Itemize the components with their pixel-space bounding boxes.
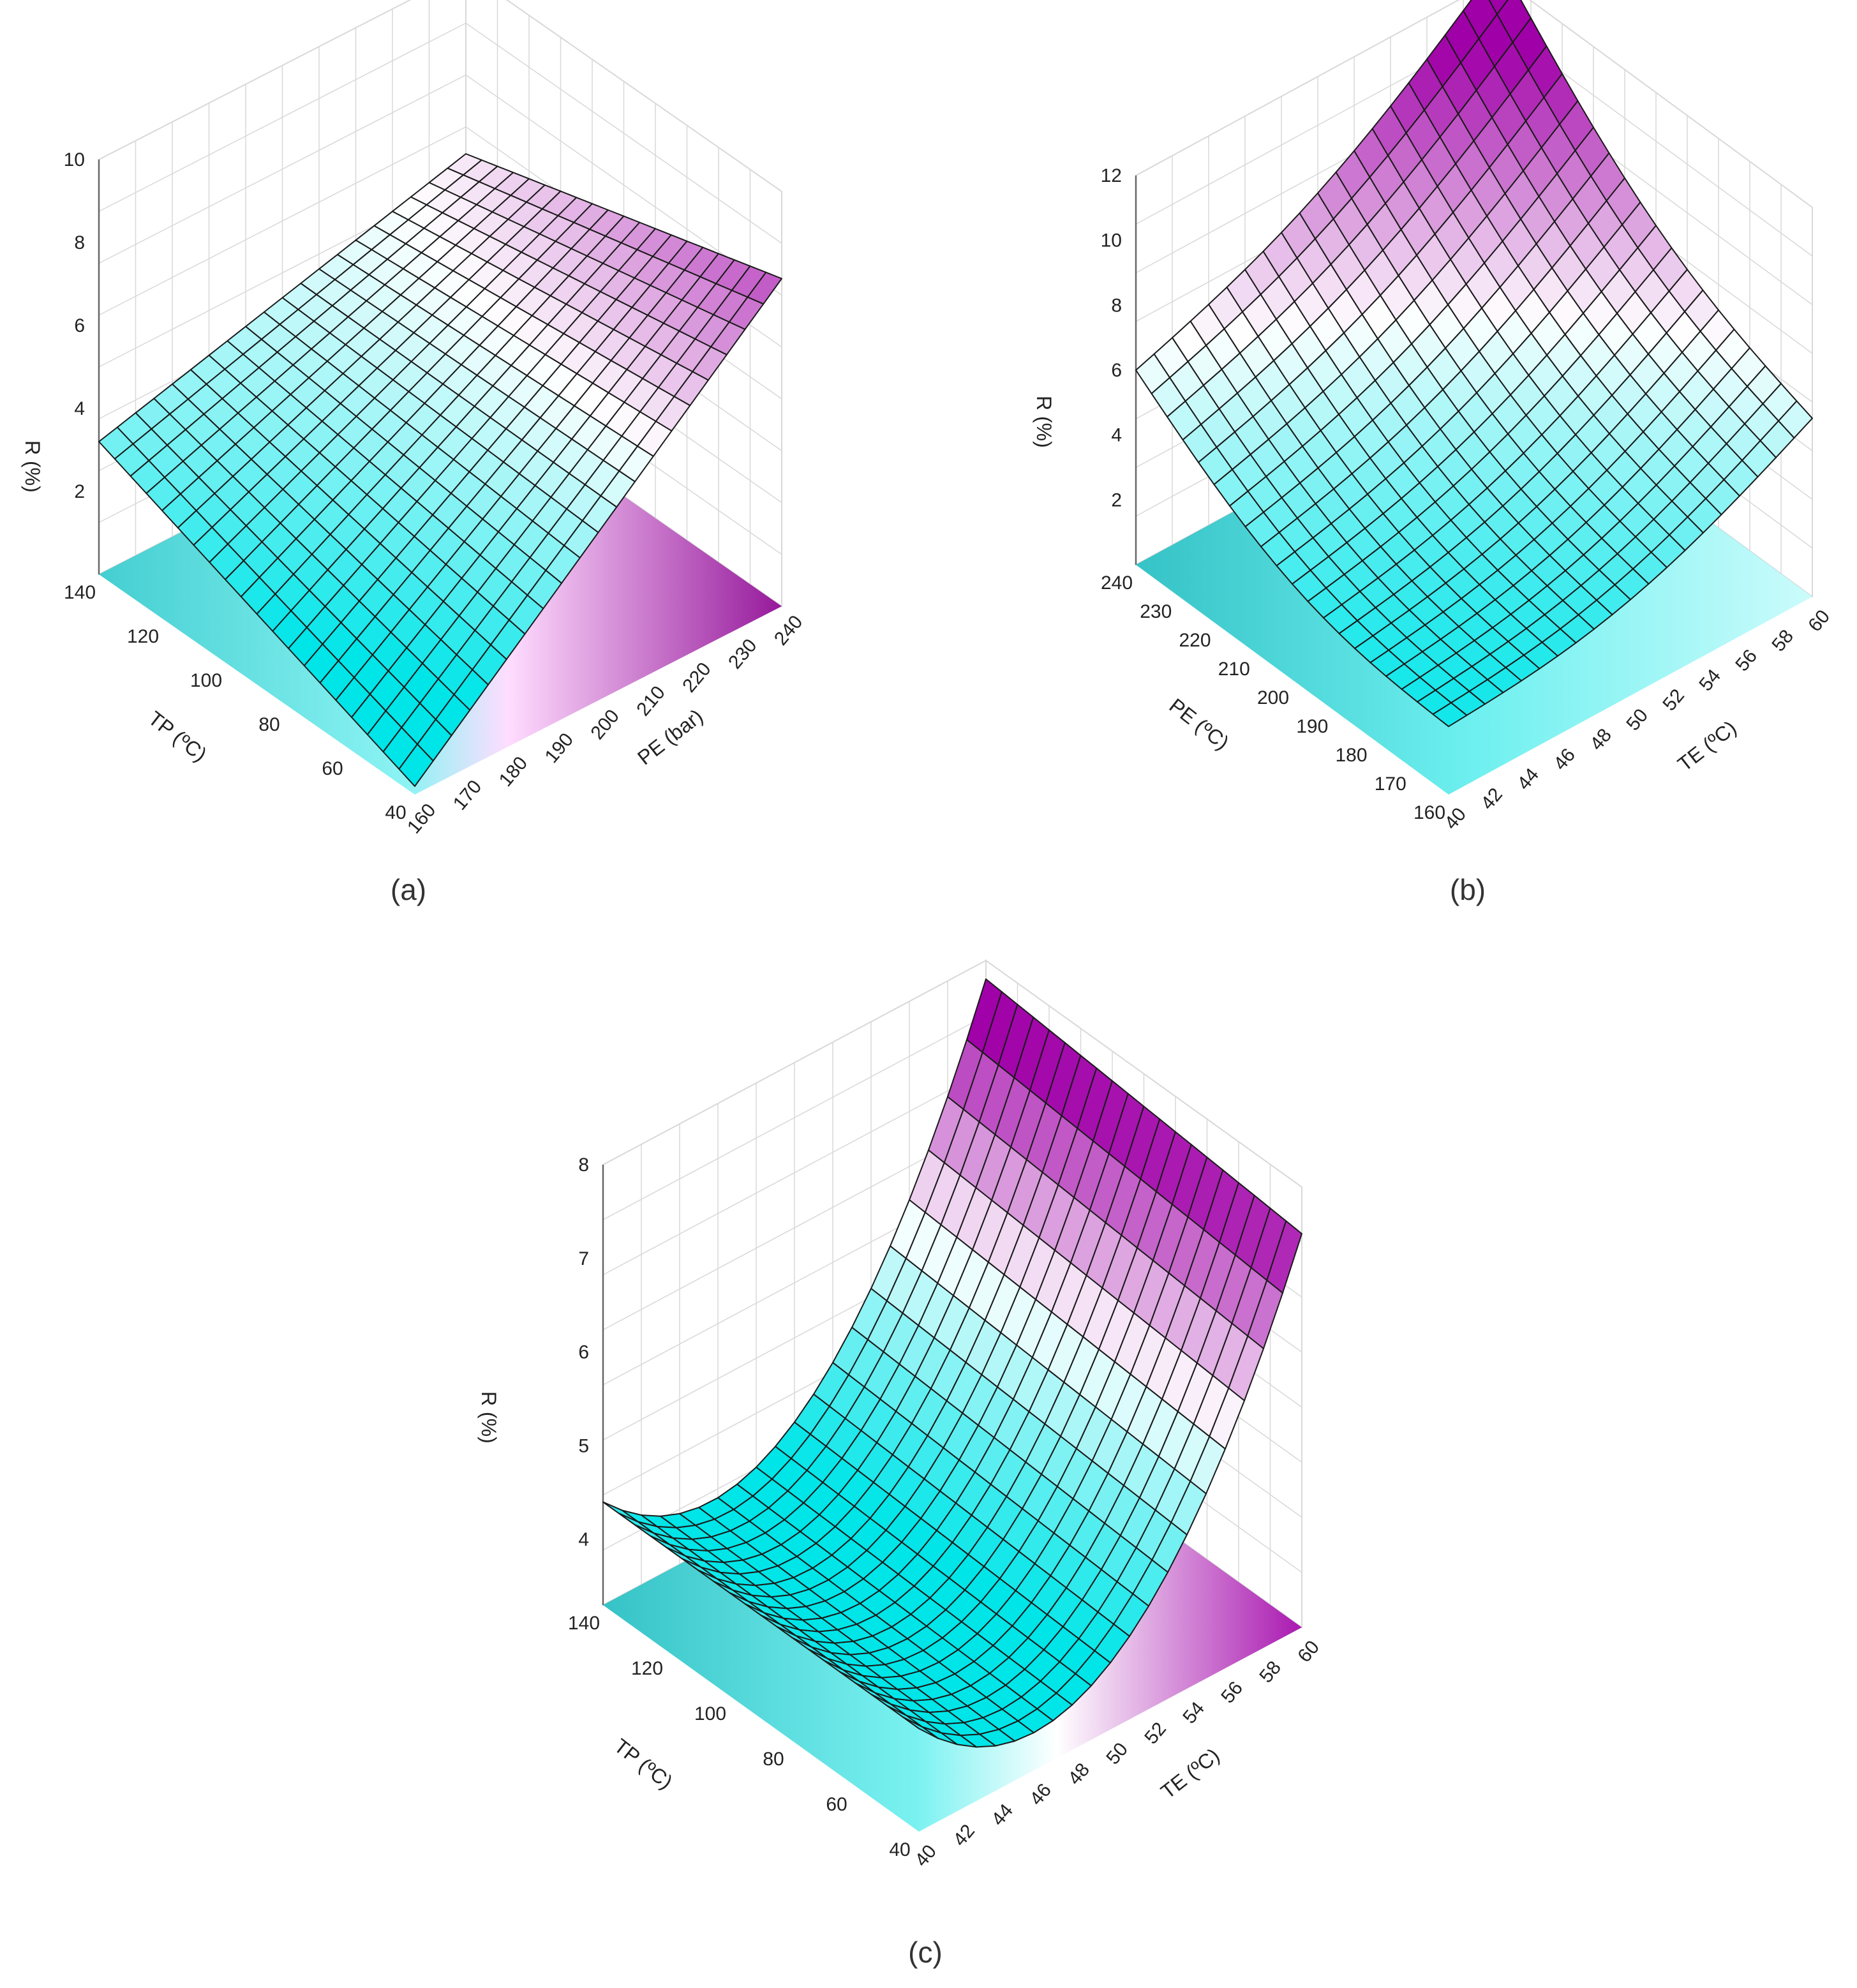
y-tick-label: 48 [1586,725,1616,755]
z-tick-label: 7 [578,1248,589,1269]
y-tick-label: 230 [724,635,761,673]
panel-b-caption: (b) [1450,873,1486,906]
x-tick-label: 210 [1218,659,1250,680]
x-tick-label: 180 [1335,745,1367,766]
z-tick-label: 12 [1101,165,1122,186]
y-tick-label: 60 [1294,1637,1324,1667]
y-tick-label: 46 [1549,745,1579,775]
y-tick-label: 44 [987,1800,1017,1830]
x-tick-label: 170 [1375,774,1406,795]
z-tick-label: 10 [1101,230,1122,251]
z-tick-label: 2 [1111,490,1122,511]
surface-cell [398,744,434,787]
y-tick-label: 52 [1140,1719,1170,1749]
z-tick-label: 4 [74,398,85,419]
chart-panel-b: 1601701801902002102202302404042444648505… [1033,0,1834,906]
y-tick-label: 54 [1695,666,1725,696]
panel-c-caption: (c) [908,1936,943,1969]
panel-b-x-axis-label: PE (ºC) [1165,694,1234,754]
y-tick-label: 46 [1025,1780,1055,1810]
z-tick-label: 6 [74,315,85,336]
panel-b-y-axis-label: TE (ºC) [1673,716,1741,776]
y-tick-label: 220 [678,659,715,697]
x-tick-label: 60 [322,758,343,779]
surface-cell [1488,0,1509,15]
x-tick-label: 40 [889,1839,910,1860]
y-tick-label: 54 [1179,1698,1209,1728]
surface-cell [1432,702,1468,728]
x-tick-label: 100 [694,1703,726,1724]
y-tick-label: 56 [1731,646,1761,676]
x-tick-label: 60 [826,1794,847,1815]
x-tick-label: 100 [190,670,222,691]
x-tick-label: 80 [258,714,280,735]
y-tick-label: 170 [449,776,486,814]
y-tick-label: 44 [1513,765,1543,795]
z-tick-label: 2 [74,481,85,502]
y-tick-label: 190 [541,729,578,767]
x-tick-label: 80 [763,1749,784,1770]
y-tick-label: 48 [1064,1760,1094,1790]
x-tick-label: 140 [64,582,96,603]
surface-cell [902,1716,939,1739]
panel-c-y-axis-label: TE (ºC) [1156,1744,1224,1804]
y-tick-label: 180 [495,752,532,791]
y-tick-label: 200 [586,706,623,744]
panel-a-caption: (a) [391,873,426,906]
y-tick-label: 58 [1768,626,1798,656]
z-tick-label: 6 [1111,360,1122,381]
x-tick-label: 120 [631,1658,663,1679]
z-tick-label: 8 [578,1155,589,1176]
z-tick-label: 5 [578,1435,589,1456]
panel-a-surface [98,153,782,787]
z-tick-label: 8 [1111,295,1122,316]
y-tick-label: 60 [1804,606,1834,636]
y-tick-label: 52 [1659,685,1689,715]
panel-a-z-axis-label: R (%) [21,440,44,493]
y-tick-label: 42 [949,1821,979,1851]
y-tick-label: 40 [911,1841,941,1871]
x-tick-label: 120 [127,626,159,647]
z-tick-label: 10 [64,149,85,170]
panel-c-x-axis-label: TP (ºC) [610,1734,677,1793]
x-tick-label: 190 [1296,716,1328,737]
y-tick-label: 210 [632,682,669,721]
x-tick-label: 40 [385,802,406,823]
chart-panel-c: 4060801001201404042444648505254565860456… [477,959,1324,1969]
panel-b-z-axis-label: R (%) [1033,396,1055,448]
y-tick-label: 50 [1622,705,1652,735]
x-tick-label: 160 [1413,802,1445,823]
x-tick-label: 220 [1179,630,1211,651]
y-tick-label: 56 [1217,1678,1247,1708]
y-tick-label: 160 [403,800,440,838]
y-tick-label: 50 [1102,1739,1132,1769]
y-tick-label: 58 [1255,1657,1285,1687]
panel-a-x-axis-label: TP (ºC) [144,706,211,766]
y-tick-label: 42 [1477,784,1507,814]
x-tick-label: 140 [568,1613,600,1634]
z-tick-label: 8 [74,232,85,253]
panel-b-surface [1135,0,1813,728]
z-tick-label: 6 [578,1342,589,1363]
z-tick-label: 4 [578,1529,589,1550]
chart-panel-a: 4060801001201401601701801902002102202302… [21,0,807,906]
z-tick-label: 4 [1111,425,1122,446]
x-tick-label: 200 [1257,687,1289,708]
panel-c-surface [602,978,1302,1748]
x-tick-label: 240 [1101,572,1133,594]
panel-c-z-axis-label: R (%) [477,1391,500,1444]
y-tick-label: 240 [770,611,807,650]
x-tick-label: 230 [1140,601,1172,622]
